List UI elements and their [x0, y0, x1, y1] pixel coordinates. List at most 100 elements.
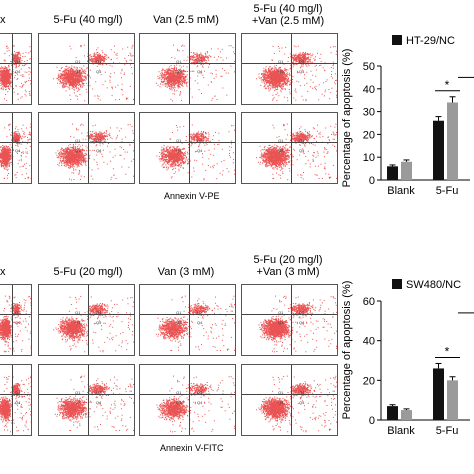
quadrant-label: Q3: [176, 69, 182, 74]
gate-horizontal: [242, 394, 337, 396]
quadrant-label: Q4: [96, 69, 102, 74]
quadrant-label: Q1: [176, 138, 182, 144]
bar: [447, 102, 458, 180]
quadrant-label: Q1: [176, 310, 182, 316]
gate-vertical: [189, 113, 191, 183]
flow-panel-bottom-r2-c1: Q1 Q2 Q3 Q4: [38, 364, 135, 436]
flow-events: [0, 375, 31, 433]
quadrant-label: Q3: [278, 320, 284, 325]
quadrant-label: Q2: [96, 310, 102, 316]
y-tick-label: 20: [363, 129, 375, 141]
gate-vertical: [88, 34, 90, 104]
gate-horizontal: [39, 314, 134, 316]
legend-swatch: [392, 35, 402, 45]
x-tick-label: Blank: [387, 185, 415, 197]
gate-vertical: [291, 365, 293, 435]
y-tick-label: 30: [363, 107, 375, 119]
flow-panel-top-r2-c3: Q1 Q2 Q3 Q4: [241, 112, 338, 184]
flow-scatter: [256, 123, 337, 181]
flow-scatter: [53, 44, 134, 102]
flow-scatter: [0, 375, 31, 433]
y-tick-label: 40: [363, 336, 375, 348]
quadrant-label: Q2: [299, 310, 305, 316]
bottom-header-control: x: [0, 266, 6, 278]
flow-scatter: [155, 295, 235, 351]
y-tick-label: 60: [363, 296, 375, 308]
top-header-combo-line2: +Van (2.5 mM): [251, 15, 325, 27]
gate-horizontal: [39, 63, 134, 65]
flow-panel-top-r1-c0: Q2 Q4: [0, 33, 32, 105]
flow-events: [258, 295, 337, 353]
quadrant-label: Q2: [15, 390, 21, 396]
flow-scatter: [256, 45, 337, 102]
flow-events: [256, 45, 337, 102]
y-tick-label: 10: [363, 152, 375, 164]
gate-vertical: [11, 285, 13, 355]
gate-horizontal: [140, 142, 235, 144]
quadrant-label: Q1: [278, 390, 284, 396]
bar: [447, 380, 458, 420]
quadrant-label: Q2: [197, 390, 203, 396]
quadrant-label: Q1: [176, 390, 182, 396]
y-tick-label: 40: [363, 84, 375, 96]
gate-horizontal: [242, 142, 337, 144]
top-header-5fu: 5-Fu (40 mg/l): [53, 14, 123, 26]
quadrant-label: Q4: [299, 148, 305, 153]
quadrant-label: Q3: [278, 69, 284, 74]
gate-horizontal: [242, 63, 337, 65]
quadrant-label: Q4: [96, 148, 102, 153]
bar: [401, 410, 412, 420]
flow-scatter: [0, 123, 31, 179]
gate-horizontal: [0, 314, 31, 316]
flow-scatter: [0, 295, 31, 353]
flow-panel-bottom-r1-c2: Q1 Q2 Q3 Q4: [139, 284, 236, 356]
flow-panel-bottom-r2-c3: Q1 Q2 Q3 Q4: [241, 364, 338, 436]
gate-vertical: [291, 113, 293, 183]
flow-events: [256, 123, 337, 181]
quadrant-label: Q4: [15, 148, 21, 153]
y-tick-label: 50: [363, 61, 375, 73]
flow-scatter: [0, 45, 31, 101]
flow-scatter: [53, 296, 134, 353]
flow-events: [0, 295, 31, 353]
flow-panel-bottom-r2-c2: Q1 Q2 Q3 Q4: [139, 364, 236, 436]
quadrant-label: Q2: [197, 138, 203, 144]
quadrant-label: Q3: [176, 320, 182, 325]
x-tick-label: 5-Fu: [436, 425, 459, 437]
quadrant-label: Q4: [197, 320, 203, 325]
flow-panel-bottom-r1-c3: Q1 Q2 Q3 Q4: [241, 284, 338, 356]
quadrant-label: Q1: [278, 59, 284, 65]
gate-horizontal: [0, 394, 31, 396]
gate-horizontal: [0, 142, 31, 144]
flow-scatter: [258, 295, 337, 353]
quadrant-label: Q4: [197, 69, 203, 74]
quadrant-label: Q2: [299, 390, 305, 396]
legend-label: SW480/NC: [406, 279, 461, 291]
quadrant-label: Q3: [278, 148, 284, 153]
legend-swatch: [392, 279, 402, 289]
top-header-control: x: [0, 14, 6, 26]
quadrant-label: Q1: [278, 310, 284, 316]
flow-panel-top-r2-c2: Q1 Q2 Q3 Q4: [139, 112, 236, 184]
gate-vertical: [11, 34, 13, 104]
gate-vertical: [88, 285, 90, 355]
quadrant-label: Q2: [197, 59, 203, 65]
quadrant-label: Q3: [75, 148, 81, 153]
quadrant-label: Q3: [176, 148, 182, 153]
flow-events: [55, 123, 134, 181]
bottom-header-combo-line2: +Van (3 mM): [256, 266, 320, 278]
quadrant-label: Q1: [176, 59, 182, 65]
quadrant-label: Q1: [75, 310, 81, 316]
gate-vertical: [189, 34, 191, 104]
flow-scatter: [55, 123, 134, 181]
quadrant-label: Q2: [96, 59, 102, 65]
gate-vertical: [88, 113, 90, 183]
quadrant-label: Q4: [299, 400, 305, 405]
y-tick-label: 0: [369, 175, 375, 187]
x-tick-label: 5-Fu: [436, 185, 459, 197]
flow-scatter: [155, 44, 235, 102]
quadrant-label: Q4: [299, 320, 305, 325]
bar: [433, 120, 444, 180]
flow-events: [156, 375, 235, 433]
top-header-van: Van (2.5 mM): [153, 14, 219, 26]
